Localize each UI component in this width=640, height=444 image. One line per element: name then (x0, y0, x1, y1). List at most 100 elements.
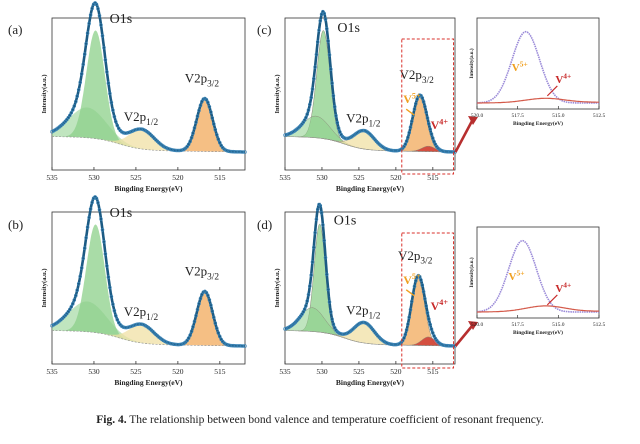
data-point (204, 290, 209, 295)
background-line (285, 136, 455, 153)
data-point (423, 296, 427, 301)
data-point (450, 344, 455, 348)
xps-figure: (a) 535 530 525 520 515 Bingding Energy(eV) Int… (8, 1, 606, 387)
data-point (321, 223, 325, 227)
data-point (166, 340, 170, 345)
inset-arrow-line (454, 325, 474, 347)
data-point (212, 315, 216, 320)
data-point (329, 310, 333, 314)
background-line (285, 330, 455, 347)
data-point (309, 273, 313, 277)
x-tick-label: 525 (130, 173, 142, 182)
data-point (410, 299, 414, 304)
label-v4: V4+ (431, 117, 449, 132)
panel-a: (a) 535 530 525 520 515 Bingding Energy(eV) Int… (8, 1, 247, 193)
data-point (192, 126, 197, 130)
data-point (100, 34, 105, 38)
inset-x-tick-label: 512.5 (593, 113, 606, 119)
data-point (78, 274, 82, 279)
label-v2p12: V2p1/2 (346, 302, 381, 321)
data-point (389, 148, 393, 153)
data-point (197, 301, 201, 306)
label-v2p12: V2p1/2 (346, 111, 381, 130)
data-point (344, 136, 349, 141)
label-v2p32: V2p3/2 (185, 263, 220, 282)
data-point (444, 343, 448, 348)
data-point (204, 97, 209, 102)
data-point (210, 116, 215, 120)
x-tick-label: 530 (88, 173, 100, 182)
data-point (322, 11, 326, 16)
inset-x-tick-label: 520.0 (471, 322, 484, 328)
panel-d: (d) 535 530 525 520 515 Bingding Energy(eV) Int… (257, 202, 478, 387)
data-point (423, 104, 427, 109)
data-point (404, 328, 409, 332)
highlight-box (401, 232, 455, 369)
data-point (90, 6, 94, 11)
data-point (421, 99, 426, 104)
data-point (408, 307, 413, 312)
data-point (322, 238, 326, 243)
data-point (106, 81, 111, 85)
inset-x-tick-label: 515.0 (552, 322, 565, 328)
data-point (99, 217, 103, 221)
envelope-line (51, 1, 245, 154)
data-point (210, 309, 215, 314)
panel-label: (d) (257, 217, 272, 232)
background-line (52, 136, 245, 153)
data-point (90, 200, 94, 205)
data-point (305, 299, 309, 303)
data-point (85, 225, 90, 229)
data-point (305, 112, 309, 117)
data-point (198, 103, 203, 108)
data-point (82, 52, 87, 56)
data-point (102, 239, 106, 244)
inset-c: 520.0 517.5 515.0 512.5 Bingding Energy(eV) I… (470, 17, 606, 127)
data-point (402, 336, 406, 340)
data-point (108, 91, 112, 96)
data-point (323, 17, 328, 22)
data-point (425, 311, 430, 315)
panel-c: (c) 535 530 525 520 515 Bingding Energy(eV) Int… (257, 9, 478, 193)
data-point (327, 53, 332, 57)
data-point (335, 120, 340, 125)
data-point (330, 317, 334, 321)
data-point (94, 2, 99, 7)
label-v2p32: V2p3/2 (185, 70, 220, 89)
data-point (428, 127, 432, 131)
data-point (420, 283, 425, 287)
envelope-line (51, 195, 245, 348)
x-axis-label: Bingding Energy(eV) (114, 184, 183, 193)
data-point (393, 148, 397, 153)
series-fill-v4- (402, 336, 455, 347)
data-point (71, 301, 75, 306)
x-tick-label: 515 (214, 367, 226, 376)
caption-label: Fig. 4. (96, 414, 127, 426)
data-point (412, 107, 417, 111)
data-point (212, 122, 216, 126)
data-point (406, 322, 410, 326)
data-point (191, 325, 195, 329)
panel-label: (c) (257, 22, 271, 37)
x-tick-label: 535 (46, 173, 58, 182)
data-point (332, 104, 337, 109)
label-o1s: O1s (337, 21, 360, 36)
data-point (446, 344, 451, 348)
data-point (407, 130, 411, 135)
data-point (318, 19, 323, 23)
x-tick-label: 535 (46, 367, 58, 376)
y-axis-label: Intensity(a.u.) (274, 74, 281, 113)
data-point (310, 87, 315, 91)
inset-x-tick-label: 515.0 (552, 113, 565, 119)
x-tick-label: 520 (390, 367, 402, 376)
data-point (415, 97, 419, 101)
series-fill-v2p3-2 (173, 291, 237, 346)
data-point (213, 321, 218, 325)
data-point (306, 292, 311, 297)
data-point (390, 342, 394, 347)
data-point (419, 278, 423, 282)
series-fill-o1s (59, 224, 133, 342)
x-tick-label: 520 (172, 367, 184, 376)
data-point (99, 23, 103, 27)
x-tick-label: 525 (130, 367, 142, 376)
